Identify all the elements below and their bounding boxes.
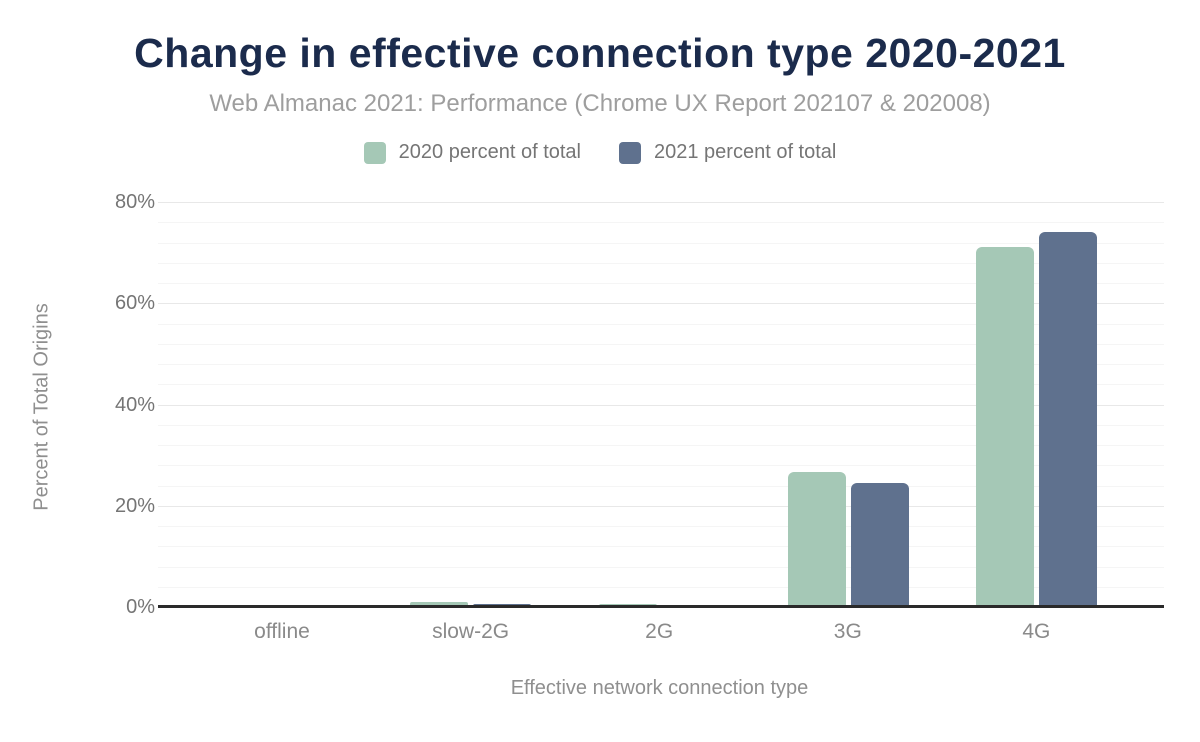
legend-swatch-2021-icon (619, 141, 641, 164)
major-gridline (158, 404, 1164, 406)
major-gridline (158, 505, 1164, 507)
x-tick-label-3G: 3G (833, 620, 862, 643)
legend-label-2020: 2020 percent of total (398, 141, 581, 163)
minor-gridline (158, 364, 1164, 365)
y-tick-label: 60% (114, 292, 155, 315)
y-axis-title: Percent of Total Origins (30, 303, 53, 511)
minor-gridline (158, 262, 1164, 264)
legend-label-2021: 2021 percent of total (654, 141, 837, 163)
x-axis-title: Effective network connection type (510, 677, 809, 699)
minor-gridline (158, 526, 1164, 527)
minor-gridline (158, 222, 1164, 224)
minor-gridline (158, 465, 1164, 467)
major-gridline (158, 303, 1164, 305)
x-axis-line (158, 605, 1164, 608)
minor-gridline (158, 586, 1164, 588)
minor-gridline (158, 283, 1164, 284)
minor-gridline (158, 242, 1164, 244)
legend-item-2020: 2020 percent of total (363, 141, 581, 164)
y-tick-label: 20% (114, 494, 155, 517)
chart-title: Change in effective connection type 2020… (134, 30, 1066, 76)
minor-gridline (158, 566, 1164, 568)
y-tick-label: 80% (114, 191, 155, 213)
bar-3G-2021 (850, 482, 909, 607)
y-tick-label: 40% (114, 393, 155, 416)
legend: 2020 percent of total 2021 percent of to… (0, 141, 1200, 164)
x-tick-label-offline: offline (254, 620, 310, 643)
legend-swatch-2020-icon (363, 141, 386, 164)
x-tick-label-slow-2G: slow-2G (432, 620, 510, 643)
x-tick-label-4G: 4G (1022, 620, 1051, 643)
bar-slow-2G-2020 (410, 601, 469, 607)
minor-gridline (158, 343, 1164, 345)
bar-3G-2020 (787, 471, 846, 607)
chart-subtitle: Web Almanac 2021: Performance (Chrome UX… (209, 90, 991, 117)
y-tick-label: 0% (126, 596, 155, 618)
minor-gridline (158, 445, 1164, 446)
minor-gridline (158, 384, 1164, 386)
bar-4G-2021 (1039, 232, 1098, 607)
legend-item-2021: 2021 percent of total (619, 141, 836, 164)
minor-gridline (158, 424, 1164, 426)
major-gridline (158, 202, 1164, 203)
minor-gridline (158, 485, 1164, 487)
x-tick-label-2G: 2G (645, 620, 674, 643)
minor-gridline (158, 323, 1164, 325)
minor-gridline (158, 546, 1164, 548)
bar-4G-2020 (976, 246, 1035, 607)
